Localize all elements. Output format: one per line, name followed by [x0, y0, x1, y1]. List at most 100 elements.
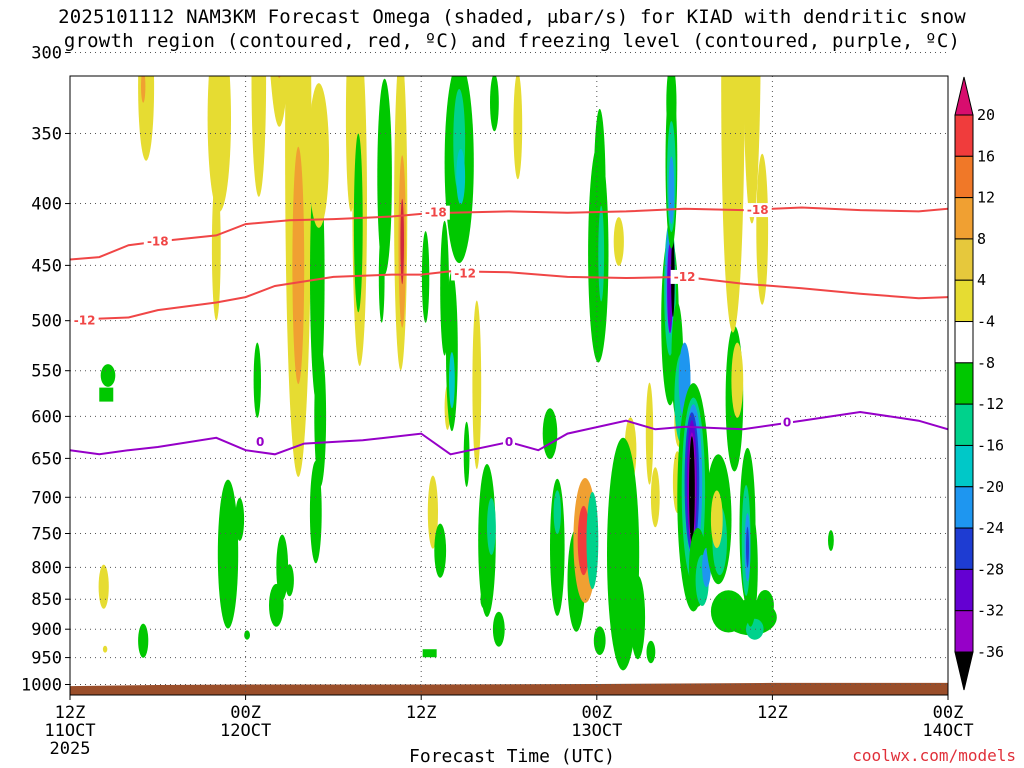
colorbar-bottom-arrow: [954, 651, 974, 691]
y-tick-label: 350: [31, 124, 62, 144]
colorbar-segment: [954, 486, 974, 529]
omega-blob: [217, 479, 239, 629]
omega-blob: [593, 626, 606, 655]
omega-blob: [646, 640, 656, 664]
colorbar-top-arrow: [954, 76, 974, 116]
colorbar-segment: [954, 238, 974, 281]
colorbar-segment: [954, 197, 974, 240]
x-axis-label: Forecast Time (UTC): [409, 746, 615, 767]
x-tick-label: 12Z: [406, 703, 437, 723]
omega-blob: [422, 649, 437, 658]
omega-blob: [285, 564, 294, 597]
colorbar-segment: [954, 279, 974, 323]
colorbar-segment: [954, 403, 974, 446]
omega-blob: [292, 146, 305, 384]
colorbar-segment: [954, 155, 974, 199]
omega-blob: [434, 523, 447, 578]
x-tick-label: 13OCT: [571, 721, 622, 741]
x-tick-label: 00Z: [230, 703, 261, 723]
y-tick-label: 600: [31, 407, 62, 427]
omega-blob: [828, 530, 834, 551]
contour-label--12: -12: [674, 270, 696, 284]
omega-blob: [99, 387, 114, 402]
contour-label-bg: [421, 205, 450, 220]
colorbar: 20 16 12 8 4 -4 -8 -12 -16 -20 -24 -28 -32 -36: [954, 76, 1004, 691]
omega-blob: [668, 156, 675, 224]
omega-blob: [251, 76, 267, 197]
omega-blob: [542, 408, 558, 459]
omega-blob: [689, 436, 695, 544]
y-tick-label: 500: [31, 312, 62, 332]
omega-shading: [70, 76, 948, 695]
omega-blob: [577, 505, 590, 576]
omega-blob: [710, 490, 723, 549]
y-tick-label: 1000: [21, 676, 62, 696]
plot-frame: [69, 75, 949, 696]
contour-label--12: -12: [74, 314, 96, 328]
colorbar-label: 12: [977, 189, 995, 207]
colorbar-label: 20: [977, 106, 995, 124]
omega-blob: [490, 76, 499, 132]
omega-blob: [756, 153, 769, 305]
contour-label--12: -12: [454, 266, 476, 280]
omega-blob: [487, 498, 496, 555]
contour-label-bg: [781, 415, 794, 430]
y-tick-label: 850: [31, 590, 62, 610]
ground-surface: [70, 682, 948, 695]
colorbar-segment: [954, 362, 974, 405]
contour-label-0: 0: [505, 435, 513, 449]
contours: -18 -18 -18 -12 -12 -12 0 0 0: [70, 203, 948, 456]
colorbar-label: -20: [977, 478, 1004, 496]
contour-label-bg: [451, 266, 480, 281]
omega-blob: [102, 645, 108, 653]
colorbar-segment: [954, 321, 974, 364]
contour-label--18: -18: [147, 235, 169, 249]
contour-label-bg: [503, 434, 515, 449]
omega-blob: [400, 198, 405, 285]
y-tick-label: 650: [31, 449, 62, 469]
y-tick-label: 950: [31, 649, 62, 669]
contour-line--18: [70, 206, 948, 261]
x-tick-label: 00Z: [933, 703, 964, 723]
omega-blob: [309, 460, 322, 564]
colorbar-label: -24: [977, 519, 1004, 537]
y-tick-label: 400: [31, 195, 62, 215]
omega-blob: [449, 352, 455, 409]
contour-line--12: [70, 270, 948, 322]
omega-blob: [138, 623, 149, 658]
omega-blob: [756, 590, 774, 621]
omega-blob: [427, 475, 438, 549]
omega-blob: [613, 217, 624, 266]
colorbar-label: -32: [977, 602, 1004, 620]
x-tick-label: 12Z: [55, 703, 86, 723]
contour-label-bg: [143, 234, 172, 249]
y-tick-label: 700: [31, 488, 62, 508]
omega-blob: [463, 421, 470, 487]
omega-blob: [244, 630, 251, 640]
x-tick-label: 14OCT: [922, 721, 973, 741]
colorbar-label: 16: [977, 147, 995, 165]
omega-blob: [630, 575, 646, 660]
omega-blob: [492, 611, 505, 647]
chart-title-line2: growth region (contoured, red, ºC) and f…: [63, 30, 961, 52]
omega-blob: [472, 300, 482, 470]
x-tick-label: 12Z: [757, 703, 788, 723]
colorbar-label: -16: [977, 436, 1004, 454]
omega-blob: [446, 271, 458, 432]
contour-label-bg: [254, 434, 267, 449]
omega-blob: [276, 534, 289, 601]
colorbar-segment: [954, 444, 974, 488]
omega-blob: [353, 133, 363, 313]
omega-blob: [378, 231, 385, 323]
y-tick-label: 550: [31, 362, 62, 382]
colorbar-label: -8: [977, 354, 995, 372]
colorbar-label: 8: [977, 230, 986, 248]
contour-label--18: -18: [425, 206, 447, 220]
omega-blob: [211, 174, 221, 321]
omega-blob: [721, 76, 745, 333]
contour-label-0: 0: [256, 435, 264, 449]
omega-blob: [277, 76, 281, 79]
omega-blob: [586, 492, 599, 589]
